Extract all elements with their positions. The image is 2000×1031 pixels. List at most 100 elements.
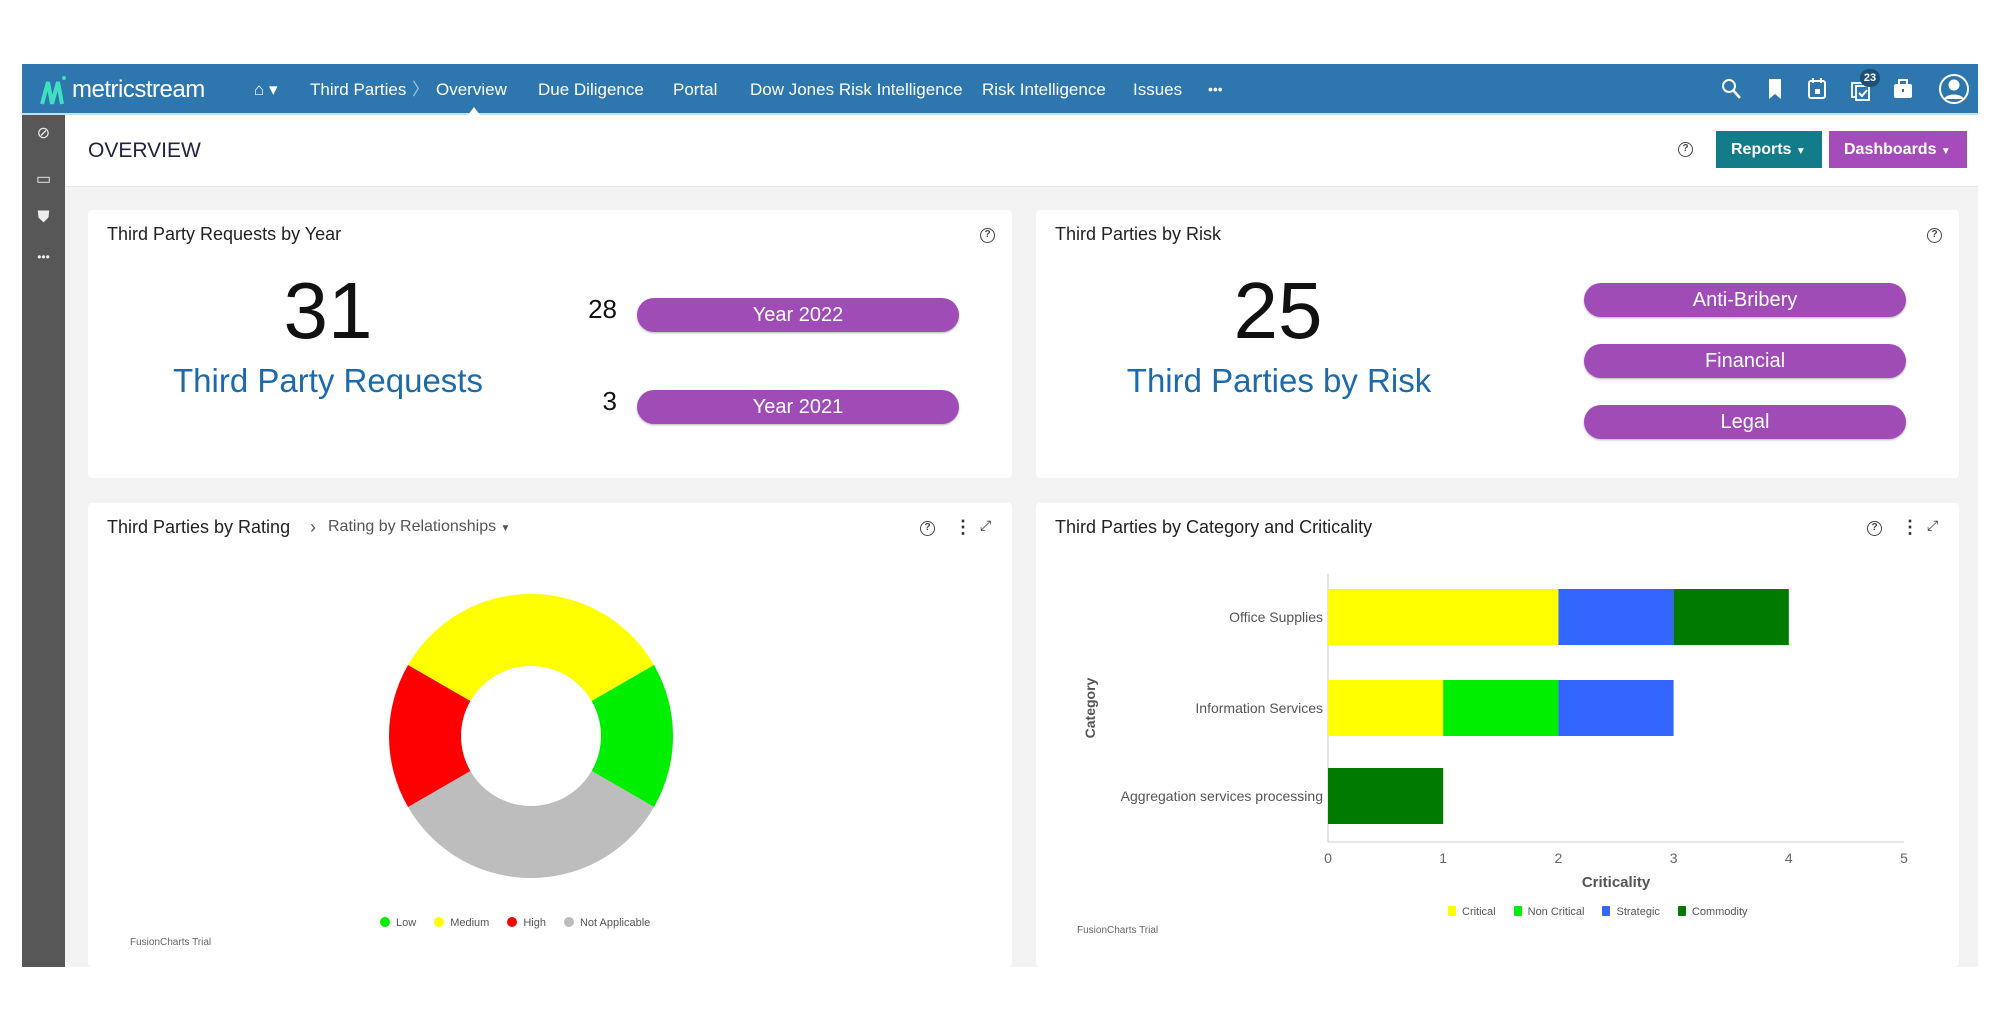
legend-item-non-critical[interactable]: Non Critical bbox=[1513, 906, 1584, 918]
home-menu[interactable]: ⌂ ▾ bbox=[254, 80, 278, 99]
legend-swatch-icon bbox=[1602, 906, 1611, 916]
bar-office-supplies-strategic[interactable] bbox=[1558, 589, 1674, 645]
donut-slice-medium[interactable] bbox=[408, 594, 654, 701]
x-tick-label: 2 bbox=[1555, 850, 1563, 866]
kpi-total: 25 bbox=[1233, 266, 1323, 355]
bar-aggregation-services-processing-commodity[interactable] bbox=[1328, 768, 1444, 824]
parties-by-risk-card: Third Parties by Risk ? 25 Third Parties… bbox=[1036, 210, 1959, 478]
legend-item-strategic[interactable]: Strategic bbox=[1602, 906, 1660, 918]
nav-third-parties[interactable]: Third Parties bbox=[310, 80, 407, 99]
card-title: Third Parties by Category and Criticalit… bbox=[1055, 517, 1373, 537]
category-tick-label: Information Services bbox=[1195, 700, 1323, 716]
dashboards-label: Dashboards bbox=[1844, 141, 1937, 158]
bookmark-icon[interactable] bbox=[1766, 77, 1784, 101]
legend-label: Critical bbox=[1462, 906, 1496, 918]
kpi-label[interactable]: Third Party Requests bbox=[173, 362, 483, 399]
bar-office-supplies-commodity[interactable] bbox=[1673, 589, 1789, 645]
nav-due-diligence[interactable]: Due Diligence bbox=[538, 80, 644, 99]
legend-label: High bbox=[523, 917, 546, 929]
bar-legend: Critical Non Critical Strategic Commodity bbox=[1448, 906, 1748, 918]
category-tick-label: Office Supplies bbox=[1229, 609, 1323, 625]
nav-overview[interactable]: Overview bbox=[436, 80, 507, 99]
user-avatar-icon[interactable] bbox=[1938, 73, 1970, 105]
donut-legend: Low Medium High Not Applicable bbox=[380, 917, 650, 929]
drilldown-dropdown[interactable]: Rating by Relationships ▼ bbox=[328, 518, 510, 536]
tasks-icon[interactable] bbox=[1850, 77, 1872, 101]
help-icon[interactable]: ? bbox=[920, 521, 935, 536]
chevron-down-icon: ▼ bbox=[1795, 146, 1806, 157]
donut-slice-not-applicable[interactable] bbox=[408, 771, 654, 878]
legend-item-commodity[interactable]: Commodity bbox=[1677, 906, 1748, 918]
x-tick-label: 5 bbox=[1900, 850, 1908, 866]
legend-swatch-icon bbox=[1448, 906, 1456, 916]
drilldown-label: Rating by Relationships bbox=[328, 518, 497, 535]
chevron-down-icon: ▼ bbox=[500, 523, 511, 534]
left-sidebar: ⊘ ▭ ⛊ ••• bbox=[22, 115, 65, 967]
row-count: 28 bbox=[588, 294, 617, 324]
bar-information-services-non-critical[interactable] bbox=[1443, 680, 1559, 736]
donut-slice-low[interactable] bbox=[591, 665, 673, 807]
bar-information-services-critical[interactable] bbox=[1328, 680, 1444, 736]
help-icon[interactable]: ? bbox=[1867, 521, 1882, 536]
legend-item-not-applicable[interactable]: Not Applicable bbox=[563, 917, 650, 929]
monitor-icon[interactable]: ▭ bbox=[35, 171, 52, 188]
legend-item-medium[interactable]: Medium bbox=[434, 917, 489, 929]
brand-name: metricstream bbox=[72, 76, 205, 103]
brand-logo[interactable]: metricstream bbox=[38, 72, 205, 108]
legend-item-low[interactable]: Low bbox=[380, 917, 416, 929]
home-icon: ⌂ bbox=[254, 80, 265, 99]
bar-office-supplies-critical[interactable] bbox=[1328, 589, 1559, 645]
row-count: 3 bbox=[602, 386, 617, 416]
more-menu-icon[interactable]: ••• bbox=[1208, 81, 1223, 97]
help-icon[interactable]: ? bbox=[1927, 228, 1942, 243]
legend-item-critical[interactable]: Critical bbox=[1448, 906, 1496, 918]
bar-information-services-strategic[interactable] bbox=[1558, 680, 1674, 736]
legend-swatch-icon bbox=[1677, 906, 1686, 916]
kebab-menu-icon[interactable]: ⋮ bbox=[1901, 517, 1919, 537]
target-icon[interactable]: ⊘ bbox=[36, 125, 51, 142]
page-title: OVERVIEW bbox=[88, 139, 201, 162]
expand-icon[interactable]: ⤢ bbox=[1927, 517, 1939, 533]
requests-by-year-card: Third Party Requests by Year ? 31 Third … bbox=[88, 210, 1012, 478]
breadcrumb-chevron-icon: 〉 bbox=[412, 80, 429, 99]
reports-button[interactable]: Reports ▼ bbox=[1716, 131, 1822, 168]
metricstream-logo-icon bbox=[40, 76, 66, 105]
legend-item-high[interactable]: High bbox=[507, 917, 546, 929]
legend-swatch-icon bbox=[563, 917, 574, 927]
financial-pill[interactable]: Financial bbox=[1584, 344, 1906, 378]
nav-issues[interactable]: Issues bbox=[1133, 80, 1183, 99]
expand-icon[interactable]: ⤢ bbox=[980, 517, 992, 533]
help-icon[interactable]: ? bbox=[1678, 142, 1693, 157]
x-tick-label: 3 bbox=[1670, 850, 1678, 866]
card-title: Third Parties by Risk bbox=[1055, 224, 1222, 244]
x-tick-label: 4 bbox=[1785, 850, 1793, 866]
nav-dow-jones[interactable]: Dow Jones Risk Intelligence bbox=[750, 80, 963, 99]
more-icon[interactable]: ••• bbox=[37, 250, 50, 264]
card-title: Third Parties by Rating bbox=[107, 517, 291, 537]
category-tick-label: Aggregation services processing bbox=[1121, 788, 1323, 804]
briefcase-icon[interactable] bbox=[1892, 77, 1914, 101]
search-icon[interactable] bbox=[1720, 77, 1742, 101]
legend-swatch-icon bbox=[1513, 906, 1522, 916]
calendar-icon[interactable] bbox=[1807, 77, 1827, 101]
rating-donut-chart bbox=[389, 594, 673, 878]
legend-label: Low bbox=[396, 917, 417, 929]
x-tick-label: 1 bbox=[1439, 850, 1447, 866]
kebab-menu-icon[interactable]: ⋮ bbox=[954, 517, 972, 537]
kpi-total: 31 bbox=[283, 266, 373, 355]
handshake-icon[interactable]: ⛊ bbox=[37, 209, 50, 226]
year-2022-pill[interactable]: Year 2022 bbox=[637, 298, 959, 332]
nav-risk-intelligence[interactable]: Risk Intelligence bbox=[982, 80, 1106, 99]
reports-label: Reports bbox=[1731, 141, 1792, 158]
category-criticality-card: Third Parties by Category and Criticalit… bbox=[1036, 503, 1959, 967]
help-icon[interactable]: ? bbox=[980, 228, 995, 243]
anti-bribery-pill[interactable]: Anti-Bribery bbox=[1584, 283, 1906, 317]
kpi-label[interactable]: Third Parties by Risk bbox=[1126, 362, 1432, 399]
legal-pill[interactable]: Legal bbox=[1584, 405, 1906, 439]
year-2021-pill[interactable]: Year 2021 bbox=[637, 390, 959, 424]
dashboards-button[interactable]: Dashboards ▼ bbox=[1829, 131, 1967, 168]
donut-slice-high[interactable] bbox=[389, 665, 471, 807]
legend-label: Commodity bbox=[1691, 906, 1748, 918]
legend-label: Medium bbox=[450, 917, 490, 929]
nav-portal[interactable]: Portal bbox=[673, 80, 718, 99]
